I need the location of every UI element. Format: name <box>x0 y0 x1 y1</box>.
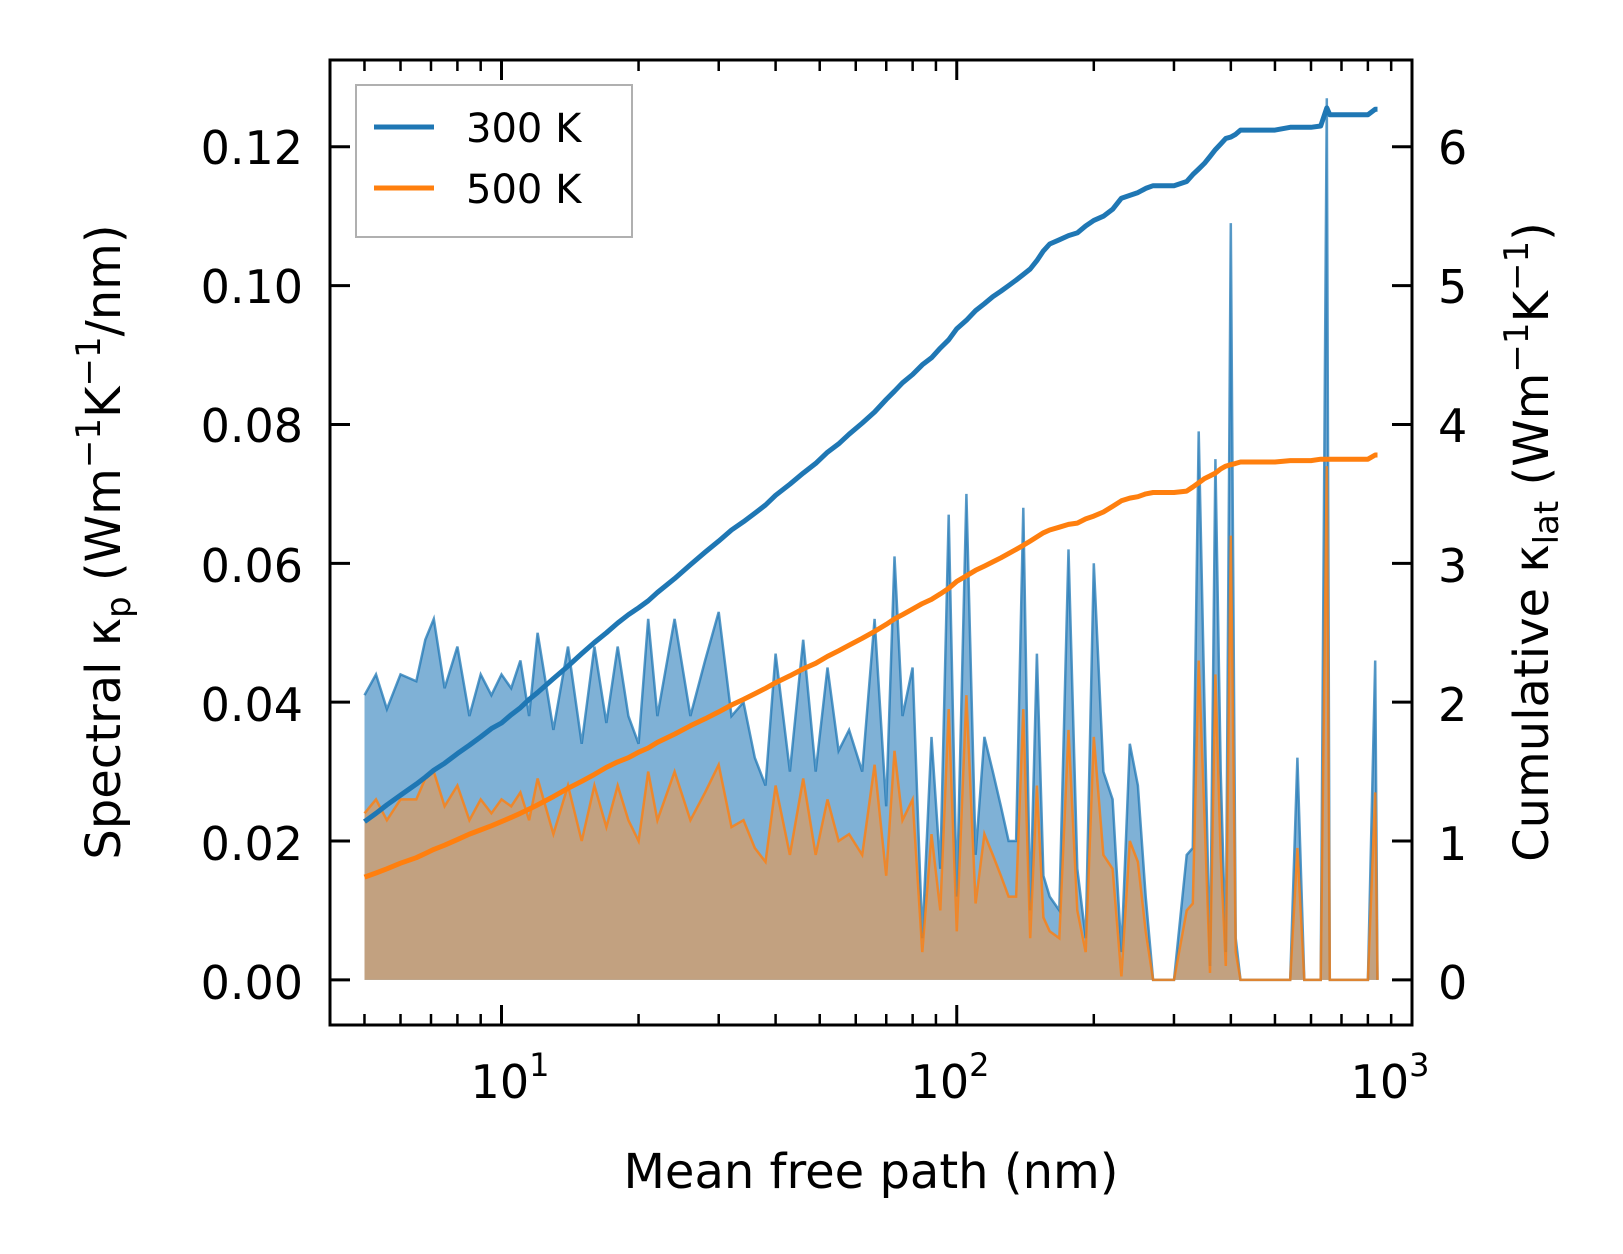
y-left-tick-label: 0.04 <box>201 678 303 732</box>
y-left-tick-label: 0.08 <box>201 399 303 453</box>
y-right-tick-label: 4 <box>1438 399 1467 453</box>
x-axis-title: Mean free path (nm) <box>624 1144 1119 1200</box>
y-left-tick-labels: 0.00 0.02 0.04 0.06 0.08 0.10 0.12 <box>201 121 303 1010</box>
y-right-axis-title: Cumulative κlat (Wm−1K−1) <box>1497 222 1567 862</box>
y-right-tick-label: 1 <box>1438 817 1467 871</box>
y-right-tick-labels: 0 1 2 3 4 5 6 <box>1438 121 1467 1010</box>
plot-frame <box>328 58 1414 1027</box>
legend: 300 K 500 K <box>355 84 633 238</box>
spectral-300k-line <box>363 98 1379 982</box>
legend-box <box>355 84 633 238</box>
x-tick-label-100: 102 <box>911 1046 990 1109</box>
y-right-tick-label: 2 <box>1438 678 1467 732</box>
cumulative-300k-line <box>363 105 1378 824</box>
legend-label-500k: 500 K <box>466 167 583 213</box>
x-tick-label-10: 101 <box>471 1046 550 1109</box>
y-left-tick-label: 0.02 <box>201 817 303 871</box>
y-left-tick-label: 0.10 <box>201 260 303 314</box>
cumulative-500k-line <box>363 452 1378 880</box>
y-right-tick-label: 6 <box>1438 121 1467 175</box>
spectral-500k-fill <box>364 466 1378 980</box>
y-left-axis-title: Spectral κp (Wm−1K−1/nm) <box>69 224 139 859</box>
spectral-500k-line <box>363 466 1379 982</box>
legend-label-300k: 300 K <box>466 106 583 152</box>
y-right-tick-label: 3 <box>1438 539 1467 593</box>
y-left-tick-label: 0.06 <box>201 539 303 593</box>
x-tick-label-1000: 103 <box>1351 1046 1430 1109</box>
y-right-tick-label: 5 <box>1438 260 1467 314</box>
x-tick-labels: 101 102 103 <box>471 1046 1430 1109</box>
y-right-tick-label: 0 <box>1438 956 1467 1010</box>
y-left-tick-label: 0.12 <box>201 121 303 175</box>
y-left-tick-label: 0.00 <box>201 956 303 1010</box>
plot-area <box>363 98 1379 982</box>
